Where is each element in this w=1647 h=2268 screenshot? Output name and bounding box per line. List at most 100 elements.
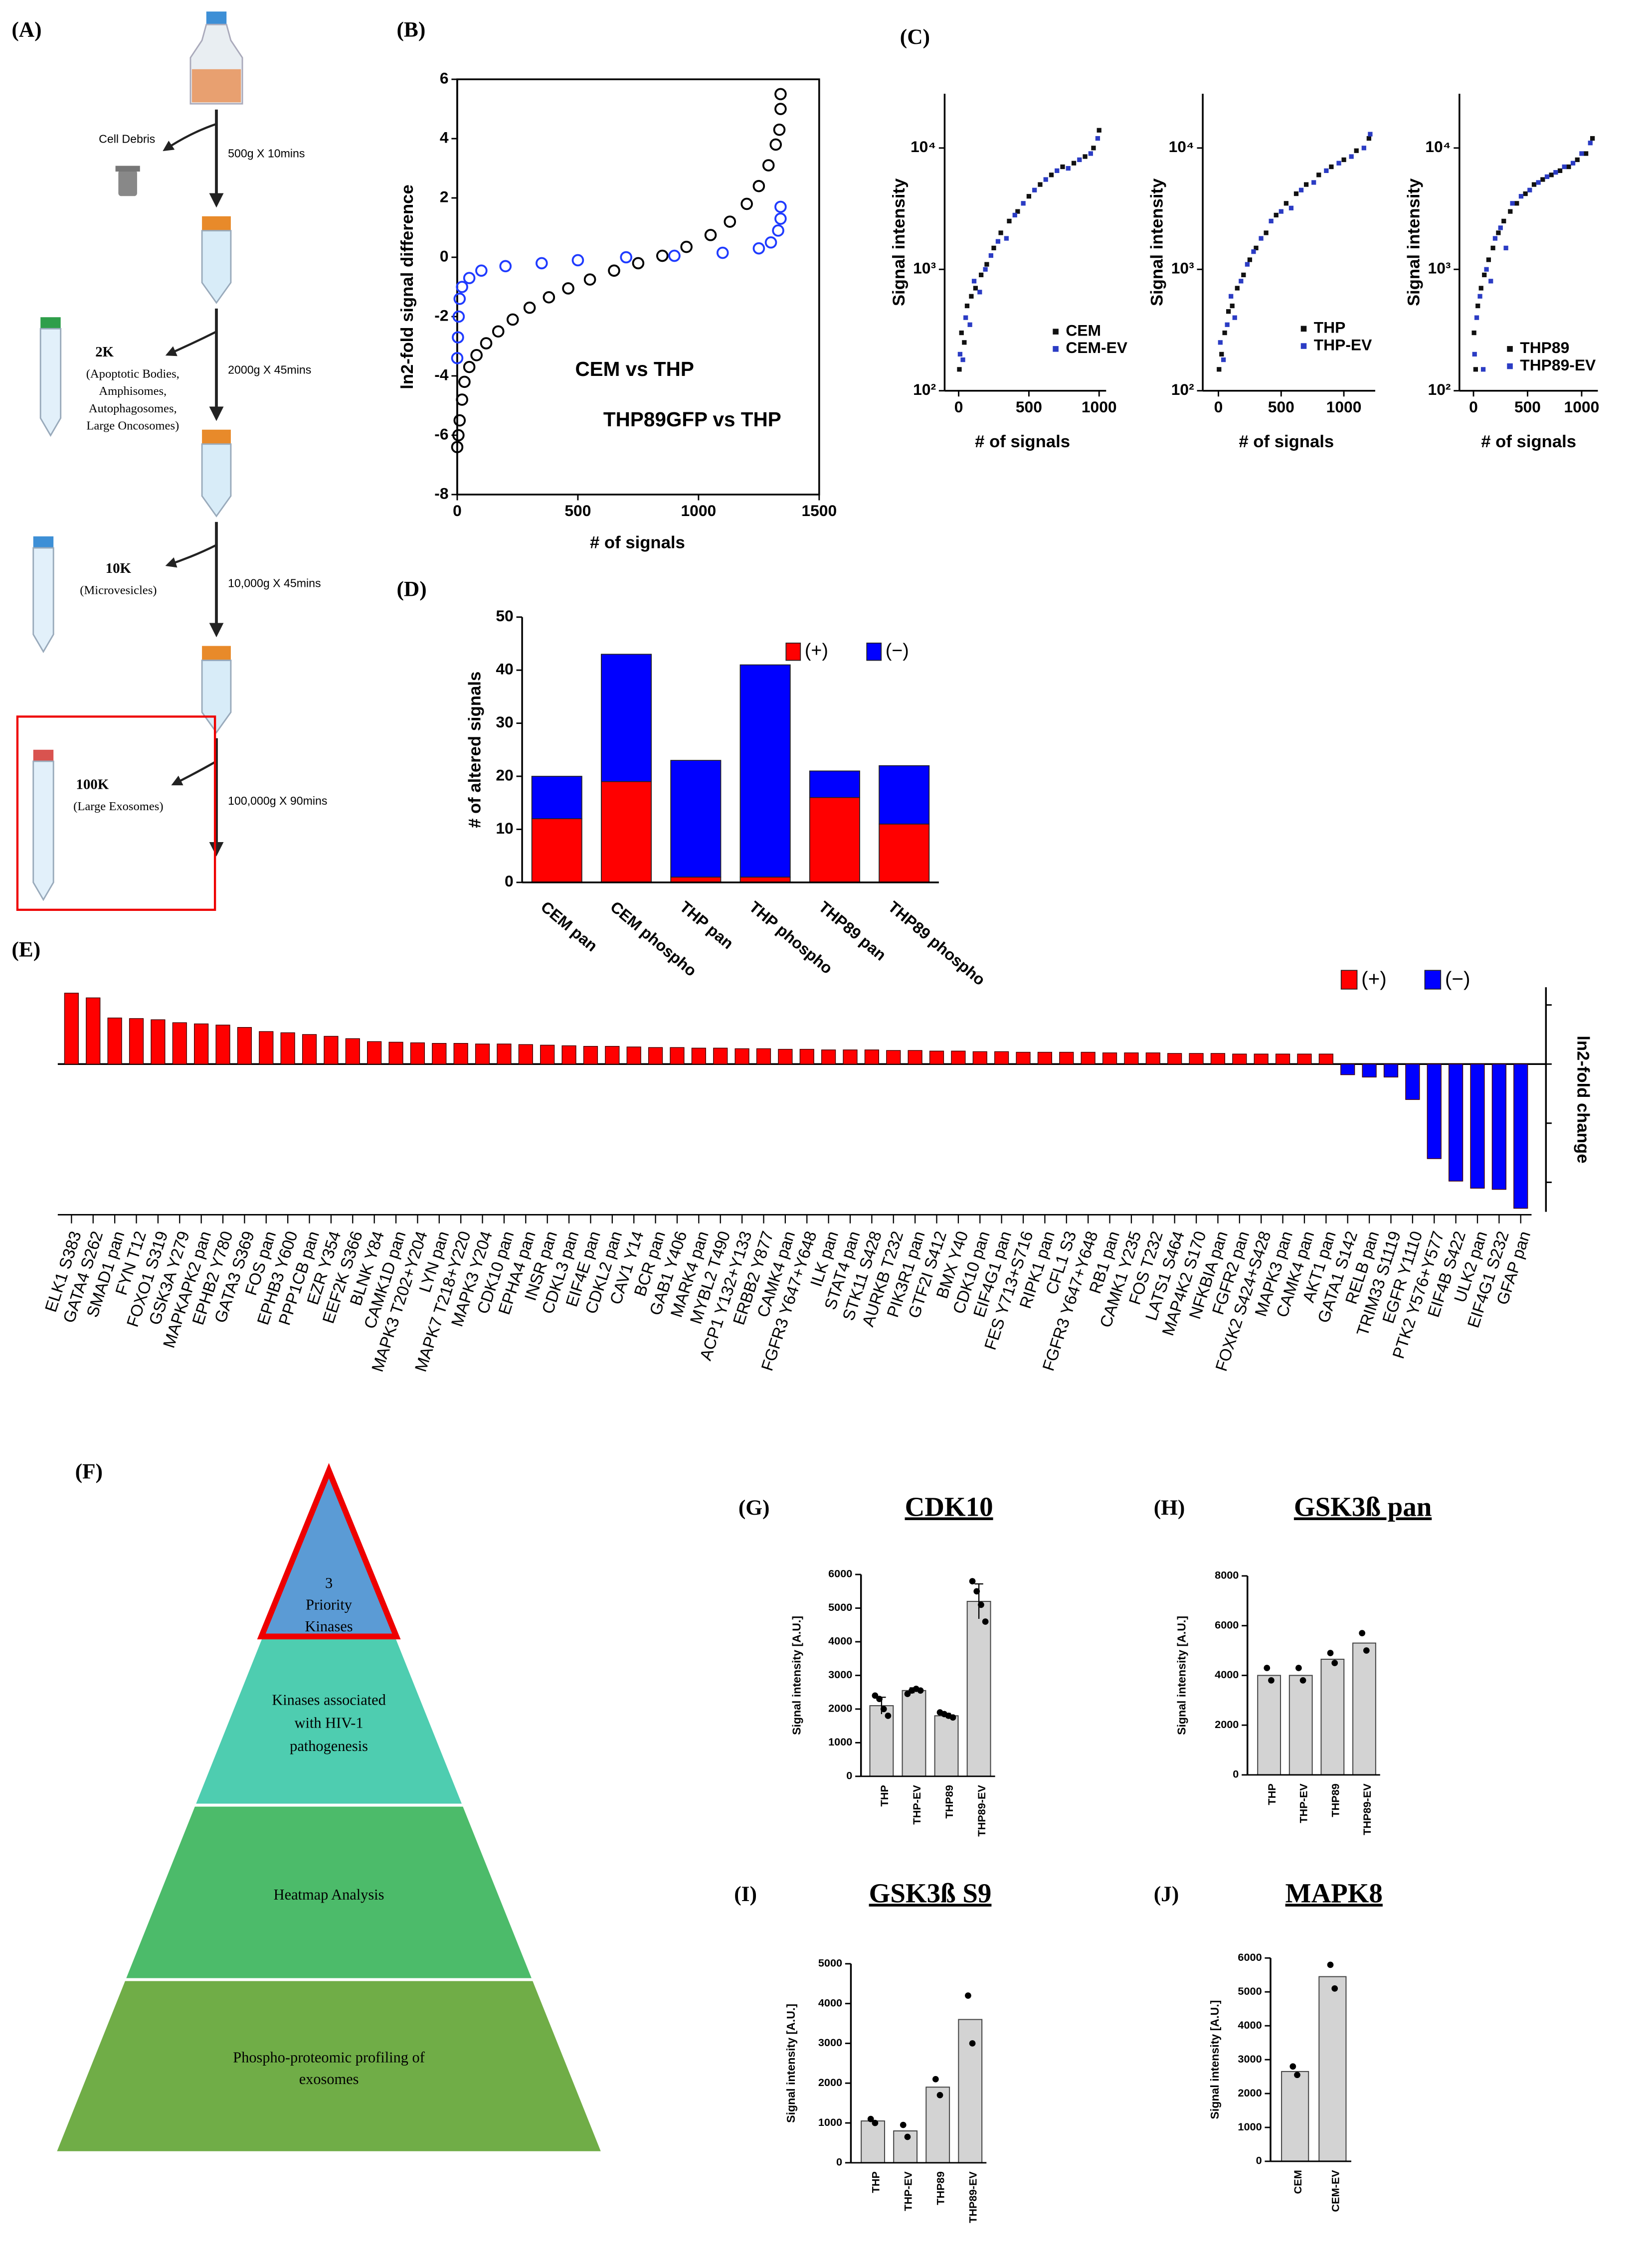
y-tick-label: 4000 <box>1215 1668 1239 1681</box>
bar <box>475 1044 490 1064</box>
panel-label: (H) <box>1154 1496 1185 1520</box>
point <box>769 138 782 151</box>
bar <box>1405 1063 1420 1100</box>
point <box>523 301 536 314</box>
tube-cap <box>40 317 61 329</box>
bar <box>648 1047 663 1064</box>
point <box>456 393 468 406</box>
level-text: Heatmap Analysis <box>274 1886 384 1903</box>
point <box>967 322 972 327</box>
point <box>1077 157 1082 163</box>
replicate-point <box>880 1706 887 1713</box>
point <box>772 224 784 237</box>
replicate-point <box>1359 1630 1365 1636</box>
fraction-description: (Apoptotic Bodies, <box>86 367 180 381</box>
x-tick-label: THP-EV <box>902 2171 915 2211</box>
y-tick-label: 0 <box>505 872 514 890</box>
fraction-description: (Large Exosomes) <box>73 800 163 813</box>
x-tick-label: THP89 <box>943 1785 955 1818</box>
legend-swatch <box>866 642 882 661</box>
y-tick-label: 30 <box>496 713 513 731</box>
arrow <box>171 760 217 786</box>
point <box>998 230 1003 235</box>
point <box>1475 303 1480 309</box>
replicate-point <box>904 2133 911 2140</box>
point <box>1590 136 1595 141</box>
bar <box>410 1042 425 1064</box>
point <box>1012 212 1017 218</box>
bar <box>1297 1053 1312 1064</box>
point <box>1518 194 1524 199</box>
point <box>1536 180 1541 185</box>
bar <box>1059 1051 1074 1064</box>
bar <box>864 1049 879 1064</box>
point <box>984 262 989 267</box>
point <box>1316 173 1321 177</box>
legend-swatch <box>1340 970 1358 990</box>
point <box>962 340 967 345</box>
point <box>668 249 681 262</box>
y-axis-label: ln2-fold signal difference <box>398 184 417 389</box>
bar <box>1167 1053 1182 1064</box>
y-tick-label: 10 <box>496 819 513 837</box>
point <box>1508 209 1513 214</box>
y-tick-label: 3000 <box>828 1668 852 1681</box>
point <box>1361 146 1366 151</box>
point <box>492 325 505 338</box>
trash-lid <box>115 166 140 172</box>
replicate-point <box>1295 1665 1302 1671</box>
panel-label: (J) <box>1154 1882 1179 1906</box>
y-tick-label: 1000 <box>828 1736 852 1748</box>
point <box>1095 136 1100 141</box>
tube-cap <box>202 429 231 444</box>
bar <box>86 997 101 1064</box>
x-tick-label: THP89 phospho <box>885 897 989 989</box>
y-tick-label: -6 <box>434 425 448 443</box>
level-text: Kinases <box>305 1618 353 1635</box>
y-axis-label: Signal intensity [A.U.] <box>790 1616 803 1735</box>
fraction-description: Large Oncosomes) <box>86 419 179 433</box>
y-tick-label: 40 <box>496 660 513 678</box>
point <box>1254 245 1259 251</box>
point <box>1288 205 1294 210</box>
flask-medium <box>191 69 241 103</box>
point <box>1015 209 1020 214</box>
replicate-point <box>1363 1647 1370 1654</box>
x-tick-label: 500 <box>564 502 591 520</box>
panel-a: (A) Cell Debris 500g X 10mins 2000g X 45… <box>11 11 327 911</box>
panel-title: GSK3ß S9 <box>869 1878 992 1908</box>
replicate-point <box>982 1618 989 1625</box>
bar <box>1427 1063 1442 1159</box>
plot-frame <box>456 78 820 496</box>
bar <box>799 1048 814 1064</box>
point <box>1562 164 1567 170</box>
point <box>1324 168 1329 174</box>
panel-title: CDK10 <box>905 1491 993 1522</box>
bar <box>583 1046 598 1064</box>
x-axis-label: # of signals <box>975 432 1070 451</box>
legend-swatch <box>1053 346 1059 352</box>
bar <box>925 2087 950 2163</box>
bar <box>1320 1658 1345 1775</box>
x-tick-label: CEM <box>1291 2170 1304 2194</box>
bar <box>605 1046 620 1064</box>
bar <box>367 1041 382 1064</box>
bar <box>1257 1675 1281 1775</box>
point <box>773 123 786 136</box>
y-tick-label: 5000 <box>828 1601 852 1613</box>
point <box>1553 170 1558 175</box>
bar <box>1145 1052 1160 1064</box>
point <box>1229 294 1234 299</box>
bar <box>518 1044 533 1064</box>
replicate-point <box>973 1588 980 1595</box>
point <box>752 179 765 192</box>
point <box>957 367 962 372</box>
point <box>1482 272 1487 278</box>
point <box>1473 367 1478 372</box>
legend-swatch <box>1424 970 1442 990</box>
point <box>1503 245 1508 251</box>
x-tick-label: THP <box>870 2171 882 2193</box>
point <box>1225 322 1230 327</box>
point <box>1477 294 1482 299</box>
